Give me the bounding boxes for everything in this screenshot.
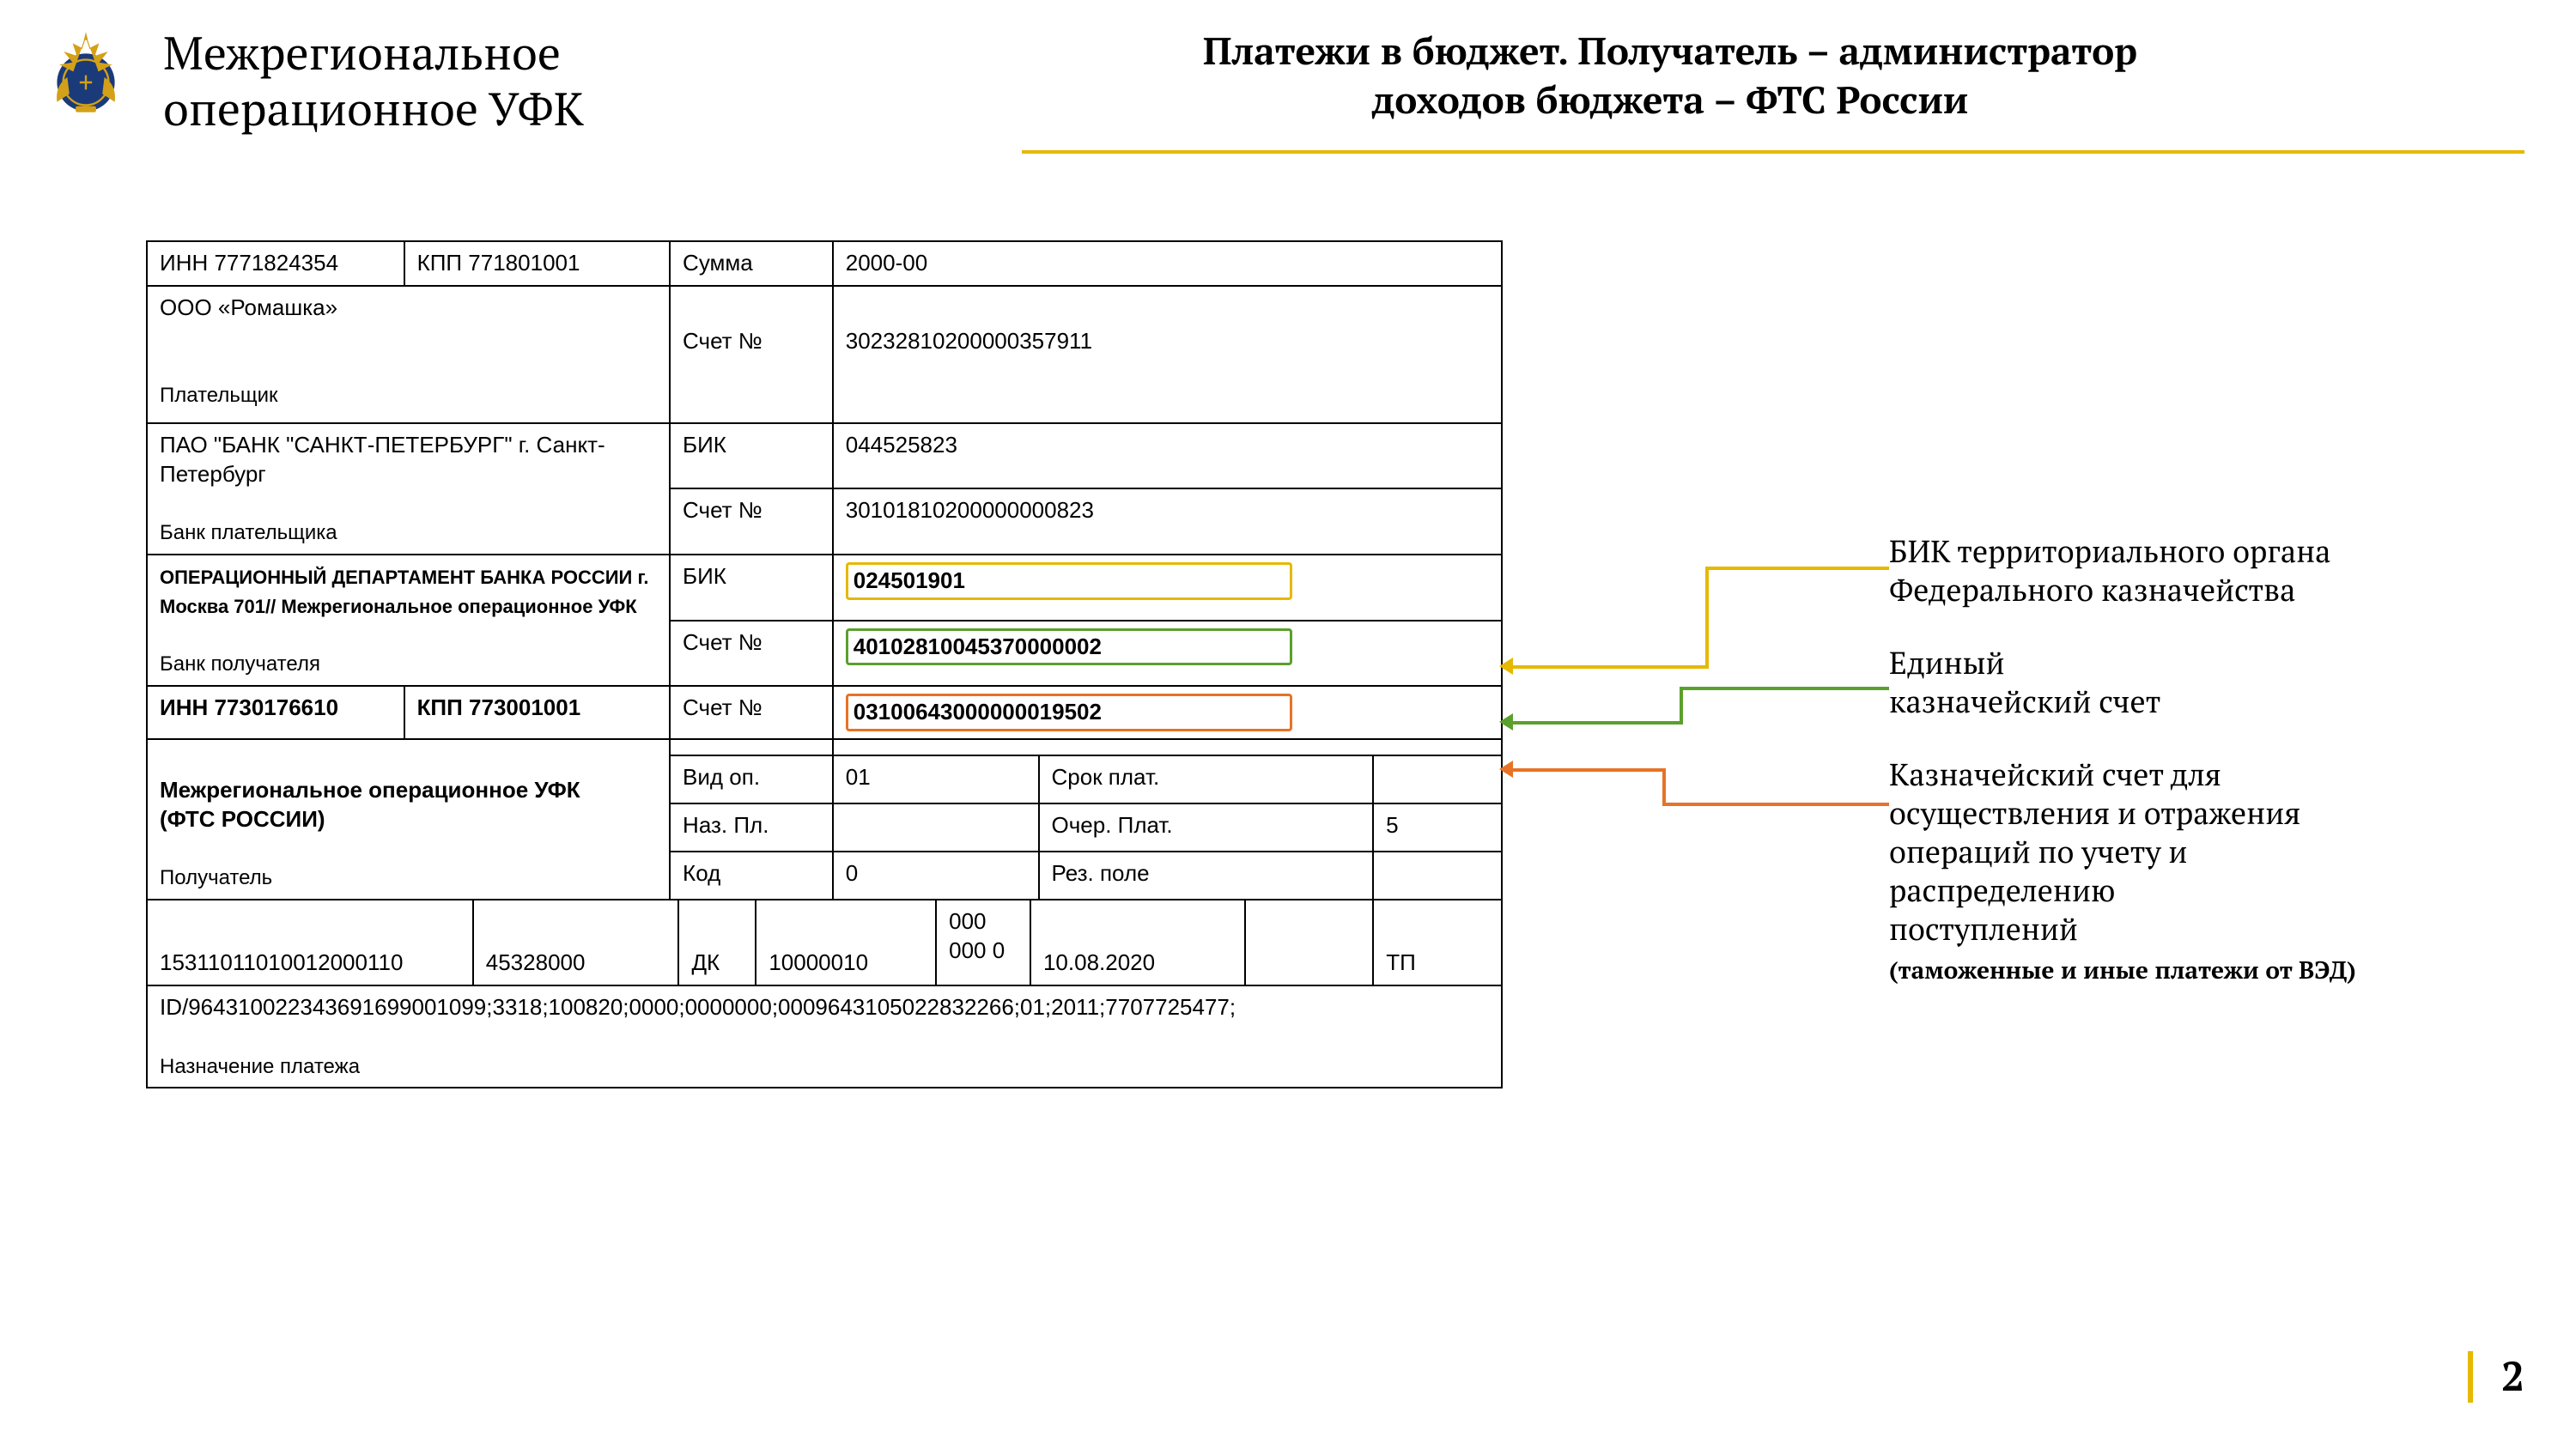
kpp-cell: КПП 771801001 bbox=[404, 241, 670, 286]
org-title-line2: операционное УФК bbox=[163, 78, 584, 139]
payer-bank: ПАО "БАНК "САНКТ-ПЕТЕРБУРГ" г. Санкт-Пет… bbox=[160, 432, 605, 487]
acct-label: Счет № bbox=[670, 320, 833, 423]
recv-bank-label: Банк получателя bbox=[160, 652, 320, 676]
recv-name-cell: Межрегиональное операционное УФК (ФТС РО… bbox=[147, 739, 670, 900]
sum-value: 2000-00 bbox=[833, 241, 1502, 286]
payer-bank-cell: ПАО "БАНК "САНКТ-ПЕТЕРБУРГ" г. Санкт-Пет… bbox=[147, 423, 670, 555]
empty-cell bbox=[833, 739, 1502, 755]
emblem-icon bbox=[34, 26, 137, 129]
acct-label: Счет № bbox=[670, 488, 833, 555]
a1-line1: БИК территориального органа bbox=[1889, 531, 2330, 572]
slide-title: Платежи в бюджет. Получатель – администр… bbox=[764, 26, 2524, 124]
purpose-cell: ID/96431002234369169900​1099;3318;100820… bbox=[147, 985, 1502, 1088]
recv-bank-name: ОПЕРАЦИОННЫЙ ДЕПАРТАМЕНТ БАНКА РОССИИ г.… bbox=[160, 567, 649, 617]
connector-orange bbox=[1511, 768, 1889, 837]
recv-bik-highlight: 024501901 bbox=[846, 562, 1292, 600]
code-8: ТП bbox=[1373, 900, 1502, 985]
empty-cell bbox=[670, 739, 833, 755]
page-number-bar bbox=[2468, 1351, 2473, 1403]
org-title-line1: Межрегиональное bbox=[163, 22, 561, 83]
payer-bik: 044525823 bbox=[833, 423, 1502, 489]
annotation-eks: Единый казначейский счет bbox=[1889, 644, 2507, 721]
a3-line3: операций по учету и bbox=[1889, 832, 2187, 872]
bottom-codes-table: 15311011010012000110 45328000 ДК 1000001… bbox=[146, 899, 1503, 1088]
vid-op-value: 01 bbox=[833, 755, 1039, 803]
slide-title-line1: Платежи в бюджет. Получатель – администр… bbox=[1203, 25, 2137, 76]
recv-kpp: КПП 773001001 bbox=[404, 686, 670, 739]
a3-sub: (таможенные и иные платежи от ВЭД) bbox=[1889, 955, 2356, 986]
payer-cell: ООО «Ромашка» Плательщик bbox=[147, 286, 670, 423]
payment-table: ИНН 7771824354 КПП 771801001 Сумма 2000-… bbox=[146, 240, 1503, 900]
header: Межрегиональное операционное УФК Платежи… bbox=[34, 26, 2524, 137]
empty-cell bbox=[833, 286, 1502, 320]
code-3: ДК bbox=[678, 900, 756, 985]
a3-line4: распределению bbox=[1889, 870, 2115, 911]
bik-label: БИК bbox=[670, 555, 833, 621]
purpose-label: Назначение платежа bbox=[160, 1055, 360, 1078]
code-5: 000 000 0 bbox=[936, 900, 1030, 985]
rez-value bbox=[1373, 852, 1502, 900]
ocher-value: 5 bbox=[1373, 803, 1502, 852]
vid-op-label: Вид оп. bbox=[670, 755, 833, 803]
recv-label: Получатель bbox=[160, 866, 272, 889]
payer-bank-acct: 30101810200000000823 bbox=[833, 488, 1502, 555]
recv-bik-cell: 024501901 bbox=[833, 555, 1502, 621]
a3-line2: осуществления и отражения bbox=[1889, 793, 2300, 834]
recv-name-line1: Межрегиональное операционное УФК bbox=[160, 777, 580, 803]
bik-label: БИК bbox=[670, 423, 833, 489]
srok-value bbox=[1373, 755, 1502, 803]
payer-label: Плательщик bbox=[160, 384, 278, 407]
recv-acct-cell: 03100643000000019502 bbox=[833, 686, 1502, 739]
recv-inn: ИНН 7730176610 bbox=[147, 686, 404, 739]
org-title: Межрегиональное операционное УФК bbox=[163, 26, 764, 137]
rez-label: Рез. поле bbox=[1039, 852, 1374, 900]
naz-pl-label: Наз. Пл. bbox=[670, 803, 833, 852]
code-4: 10000010 bbox=[756, 900, 936, 985]
payer-name: ООО «Ромашка» bbox=[160, 294, 337, 320]
code-7 bbox=[1245, 900, 1374, 985]
payment-form: ИНН 7771824354 КПП 771801001 Сумма 2000-… bbox=[146, 240, 1503, 1088]
acct-label: Счет № bbox=[670, 686, 833, 739]
payer-bank-label: Банк плательщика bbox=[160, 521, 337, 544]
code-1: 15311011010012000110 bbox=[147, 900, 473, 985]
annotations-block: БИК территориального органа Федерального… bbox=[1889, 532, 2507, 1022]
ocher-label: Очер. Плат. bbox=[1039, 803, 1374, 852]
recv-bank-cell: ОПЕРАЦИОННЫЙ ДЕПАРТАМЕНТ БАНКА РОССИИ г.… bbox=[147, 555, 670, 686]
acct-label: Счет № bbox=[670, 621, 833, 687]
code-6: 10.08.2020 bbox=[1030, 900, 1245, 985]
annotation-ks: Казначейский счет для осуществления и от… bbox=[1889, 755, 2507, 987]
title-underline bbox=[1022, 150, 2524, 154]
inn-cell: ИНН 7771824354 bbox=[147, 241, 404, 286]
a3-line5: поступлений bbox=[1889, 909, 2078, 949]
kod-label: Код bbox=[670, 852, 833, 900]
recv-name-line2: (ФТС РОССИИ) bbox=[160, 806, 325, 832]
slide-title-line2: доходов бюджета – ФТС России bbox=[1372, 74, 1969, 124]
kod-value: 0 bbox=[833, 852, 1039, 900]
recv-acct-highlight: 03100643000000019502 bbox=[846, 694, 1292, 731]
page-number: 2 bbox=[2501, 1348, 2524, 1403]
code-2: 45328000 bbox=[473, 900, 679, 985]
recv-bank-acct-highlight: 40102810045370000002 bbox=[846, 628, 1292, 666]
a3-line1: Казначейский счет для bbox=[1889, 755, 2221, 795]
empty-cell bbox=[670, 286, 833, 320]
annotation-bik: БИК территориального органа Федерального… bbox=[1889, 532, 2507, 609]
connector-green bbox=[1511, 687, 1889, 755]
naz-pl-value bbox=[833, 803, 1039, 852]
sum-label: Сумма bbox=[670, 241, 833, 286]
a2-line2: казначейский счет bbox=[1889, 682, 2160, 722]
a1-line2: Федерального казначейства bbox=[1889, 570, 2295, 610]
connector-yellow bbox=[1511, 567, 1889, 670]
a2-line1: Единый bbox=[1889, 643, 2005, 683]
purpose-text: ID/96431002234369169900​1099;3318;100820… bbox=[160, 994, 1236, 1020]
recv-bank-acct-cell: 40102810045370000002 bbox=[833, 621, 1502, 687]
payer-acct: 30232810200000357911 bbox=[833, 320, 1502, 423]
srok-label: Срок плат. bbox=[1039, 755, 1374, 803]
